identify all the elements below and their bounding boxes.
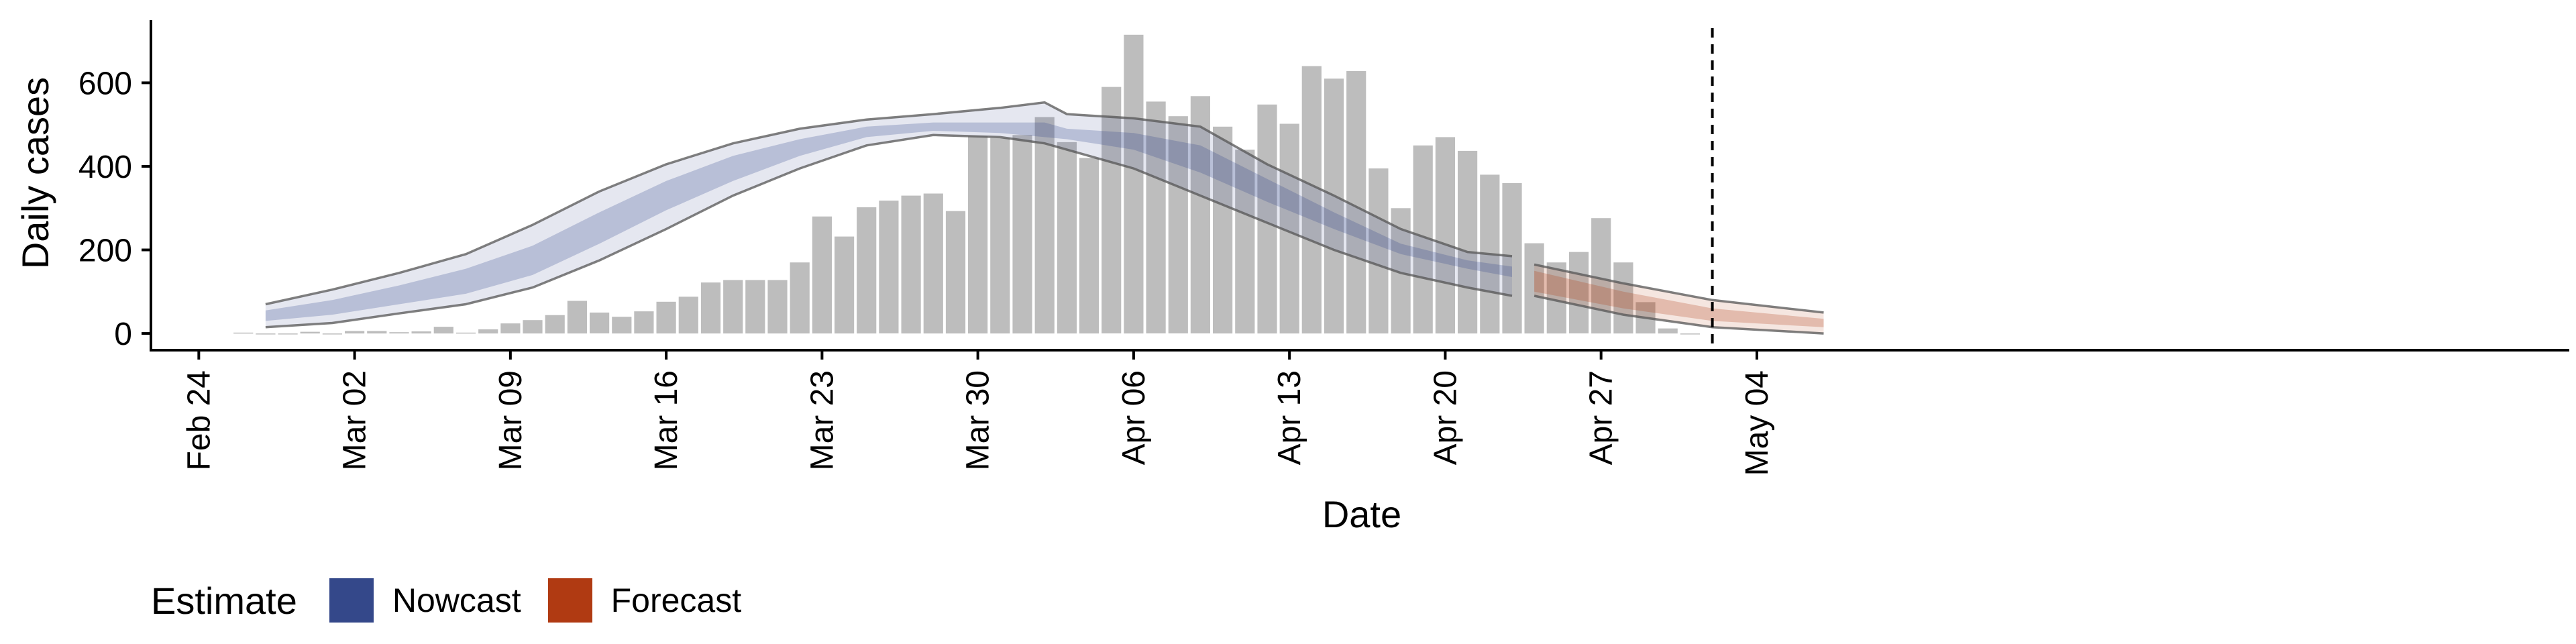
legend-label-nowcast: Nowcast (392, 582, 521, 619)
legend-swatch-forecast (547, 578, 592, 623)
y-tick-label: 0 (114, 317, 132, 352)
bar-2020-04-09 (1190, 96, 1210, 334)
axes: 0 200 400 600 Feb 24 Mar 02 Mar 09 Mar 16 Mar 2… (78, 20, 2569, 476)
x-tick-label: Mar 09 (493, 370, 529, 470)
legend: Estimate Nowcast Forecast (151, 578, 768, 623)
bar-2020-04-25 (1546, 262, 1566, 334)
bar-2020-03-25 (857, 207, 877, 334)
legend-label-forecast: Forecast (610, 582, 742, 619)
forecast-band-90 (1534, 264, 1824, 334)
forecast-upper-line (1534, 263, 1824, 314)
bar-2020-03-04 (389, 332, 409, 334)
bar-2020-03-12 (567, 301, 587, 334)
bar-2020-03-24 (835, 236, 855, 334)
bar-2020-04-20 (1435, 137, 1455, 334)
legend-item-forecast: Forecast (547, 578, 742, 623)
bar-2020-03-18 (700, 282, 721, 334)
bar-2020-05-01 (1680, 333, 1700, 335)
bar-2020-04-01 (1012, 135, 1032, 334)
x-tick-label: Apr 13 (1272, 370, 1307, 465)
bar-2020-03-30 (968, 136, 988, 334)
bar-2020-03-10 (523, 320, 543, 334)
forecast-band-50 (1534, 270, 1824, 327)
bar-2020-03-26 (879, 201, 899, 333)
bar-2020-04-08 (1168, 116, 1188, 333)
bar-2020-04-26 (1568, 252, 1589, 333)
bar-2020-04-21 (1458, 150, 1478, 334)
bar-2020-04-02 (1034, 117, 1055, 334)
bar-2020-02-26 (233, 332, 254, 334)
bar-2020-02-28 (278, 333, 298, 335)
bar-2020-03-20 (745, 280, 765, 334)
bar-2020-02-27 (256, 333, 276, 335)
bar-2020-03-14 (612, 317, 632, 334)
bar-2020-04-10 (1213, 126, 1233, 334)
x-tick-label: Feb 24 (181, 370, 217, 470)
y-axis-title: Daily cases (14, 77, 56, 269)
legend-title: Estimate (151, 579, 297, 622)
x-tick-label: Mar 23 (804, 370, 840, 470)
bar-2020-03-05 (411, 331, 431, 334)
bar-2020-04-05 (1102, 87, 1122, 333)
bar-2020-04-04 (1079, 158, 1099, 334)
bar-2020-03-31 (990, 138, 1010, 334)
y-axis-ticks: 0 200 400 600 (78, 66, 151, 352)
nowcast-band-50 (265, 122, 1512, 321)
bar-2020-04-15 (1324, 78, 1344, 334)
bar-2020-04-23 (1502, 182, 1522, 334)
x-tick-label: Apr 27 (1584, 370, 1619, 465)
nowcast-band-90 (265, 102, 1512, 327)
x-axis-ticks: Feb 24 Mar 02 Mar 09 Mar 16 Mar 23 Mar 30 Apr … (181, 350, 1775, 476)
bar-2020-03-09 (500, 323, 521, 333)
bar-2020-04-30 (1658, 328, 1678, 334)
bar-2020-03-07 (455, 332, 476, 334)
legend-item-nowcast: Nowcast (329, 578, 521, 623)
bar-2020-03-02 (345, 331, 365, 334)
bar-2020-04-03 (1057, 142, 1077, 334)
y-tick-label: 400 (78, 150, 132, 185)
bar-2020-03-11 (545, 315, 565, 334)
x-tick-label: Mar 30 (961, 370, 996, 470)
x-tick-label: Mar 16 (649, 370, 684, 470)
y-tick-label: 200 (78, 233, 132, 269)
bar-2020-04-14 (1301, 66, 1322, 334)
bar-2020-04-07 (1146, 101, 1166, 333)
bar-2020-04-24 (1524, 243, 1544, 334)
plot-area (233, 28, 1824, 350)
bar-2020-03-22 (790, 262, 810, 334)
bar-2020-03-08 (478, 329, 498, 334)
bar-2020-03-29 (945, 211, 966, 334)
bar-2020-02-29 (300, 331, 320, 334)
x-tick-label: Mar 02 (337, 370, 373, 470)
nowcast-lower-line (265, 133, 1513, 329)
bar-2020-03-19 (723, 280, 743, 334)
x-tick-label: Apr 06 (1116, 370, 1152, 465)
bar-2020-03-16 (656, 301, 676, 334)
bar-2020-03-17 (678, 297, 698, 334)
bar-2020-03-01 (322, 333, 342, 335)
x-tick-label: May 04 (1739, 370, 1775, 476)
x-axis-title: Date (1322, 493, 1401, 535)
bar-2020-03-06 (433, 327, 453, 334)
bar-2020-03-23 (812, 216, 832, 334)
bar-2020-04-27 (1591, 218, 1611, 334)
bar-2020-04-11 (1235, 150, 1255, 334)
estimate-bands (265, 101, 1824, 335)
x-tick-label: Apr 20 (1428, 370, 1463, 465)
bar-2020-04-06 (1124, 34, 1144, 334)
bar-2020-03-13 (590, 312, 610, 333)
y-tick-label: 600 (78, 66, 132, 101)
bar-2020-03-21 (767, 280, 788, 334)
legend-swatch-nowcast (329, 578, 374, 623)
bar-2020-04-17 (1368, 168, 1389, 334)
forecast-lower-line (1534, 294, 1824, 335)
bar-2020-03-15 (634, 311, 654, 334)
nowcast-upper-line (265, 101, 1513, 306)
bar-2020-03-28 (923, 193, 943, 334)
bar-2020-04-28 (1613, 262, 1633, 334)
bars (233, 34, 1700, 335)
bar-2020-03-03 (367, 331, 387, 334)
bar-2020-03-27 (901, 195, 921, 334)
